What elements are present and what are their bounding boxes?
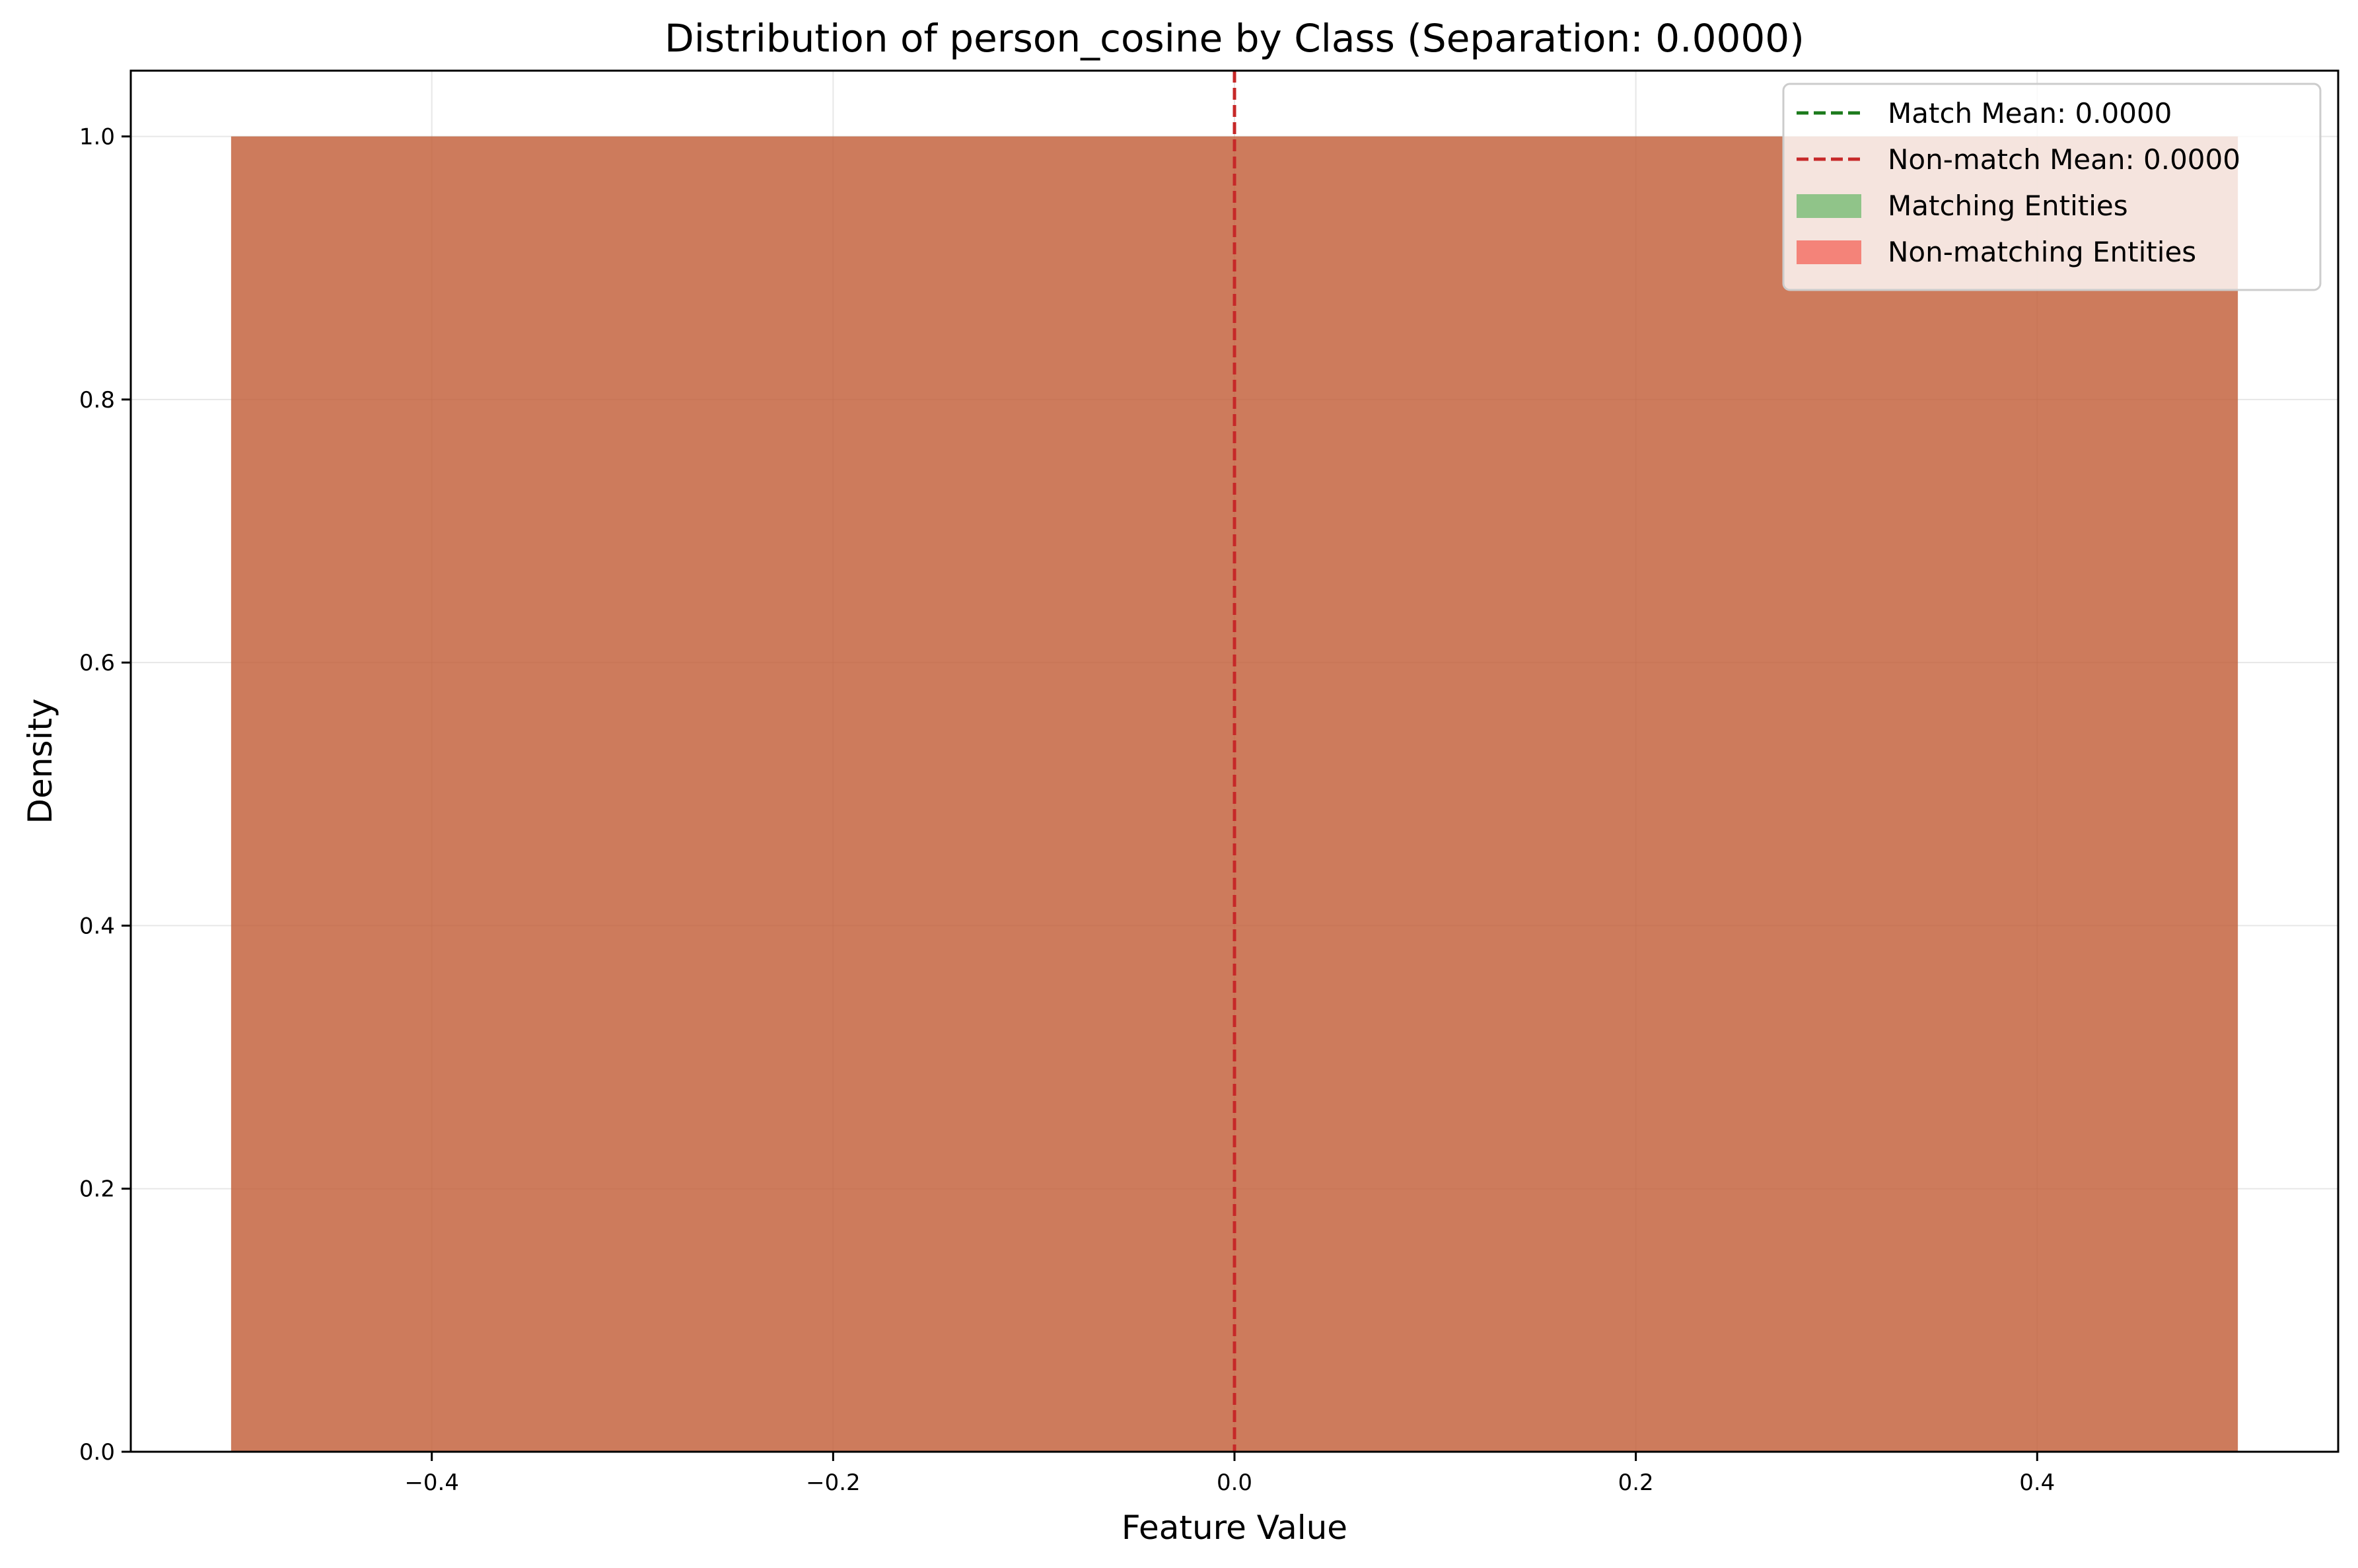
- y-tick-label: 0.8: [79, 387, 115, 413]
- legend: Match Mean: 0.0000 Non-match Mean: 0.0000…: [1782, 83, 2322, 291]
- x-tick-label: 0.4: [2019, 1470, 2055, 1496]
- legend-label: Non-matching Entities: [1888, 236, 2196, 268]
- legend-patch-swatch: [1797, 194, 1861, 218]
- legend-patch-swatch: [1797, 240, 1861, 264]
- legend-label: Non-match Mean: 0.0000: [1888, 143, 2240, 176]
- x-tick-label: −0.2: [806, 1470, 861, 1496]
- chart-title: Distribution of person_cosine by Class (…: [664, 16, 1804, 61]
- x-tick-label: 0.0: [1217, 1470, 1252, 1496]
- axis-ticks: −0.4 −0.2 0.0 0.2 0.4 0.0 0.2 0.4 0.6 0.8 1.0: [79, 124, 2055, 1496]
- legend-frame: [1782, 83, 2322, 291]
- x-axis-label: Feature Value: [1122, 1509, 1347, 1547]
- legend-label: Matching Entities: [1888, 190, 2128, 222]
- y-tick-label: 0.6: [79, 650, 115, 676]
- y-axis-label: Density: [21, 698, 59, 824]
- y-tick-label: 0.0: [79, 1439, 115, 1466]
- legend-label: Match Mean: 0.0000: [1888, 97, 2172, 129]
- y-tick-label: 1.0: [79, 124, 115, 151]
- y-tick-label: 0.2: [79, 1176, 115, 1203]
- x-tick-label: 0.2: [1618, 1470, 1654, 1496]
- x-tick-label: −0.4: [404, 1470, 459, 1496]
- y-tick-label: 0.4: [79, 913, 115, 939]
